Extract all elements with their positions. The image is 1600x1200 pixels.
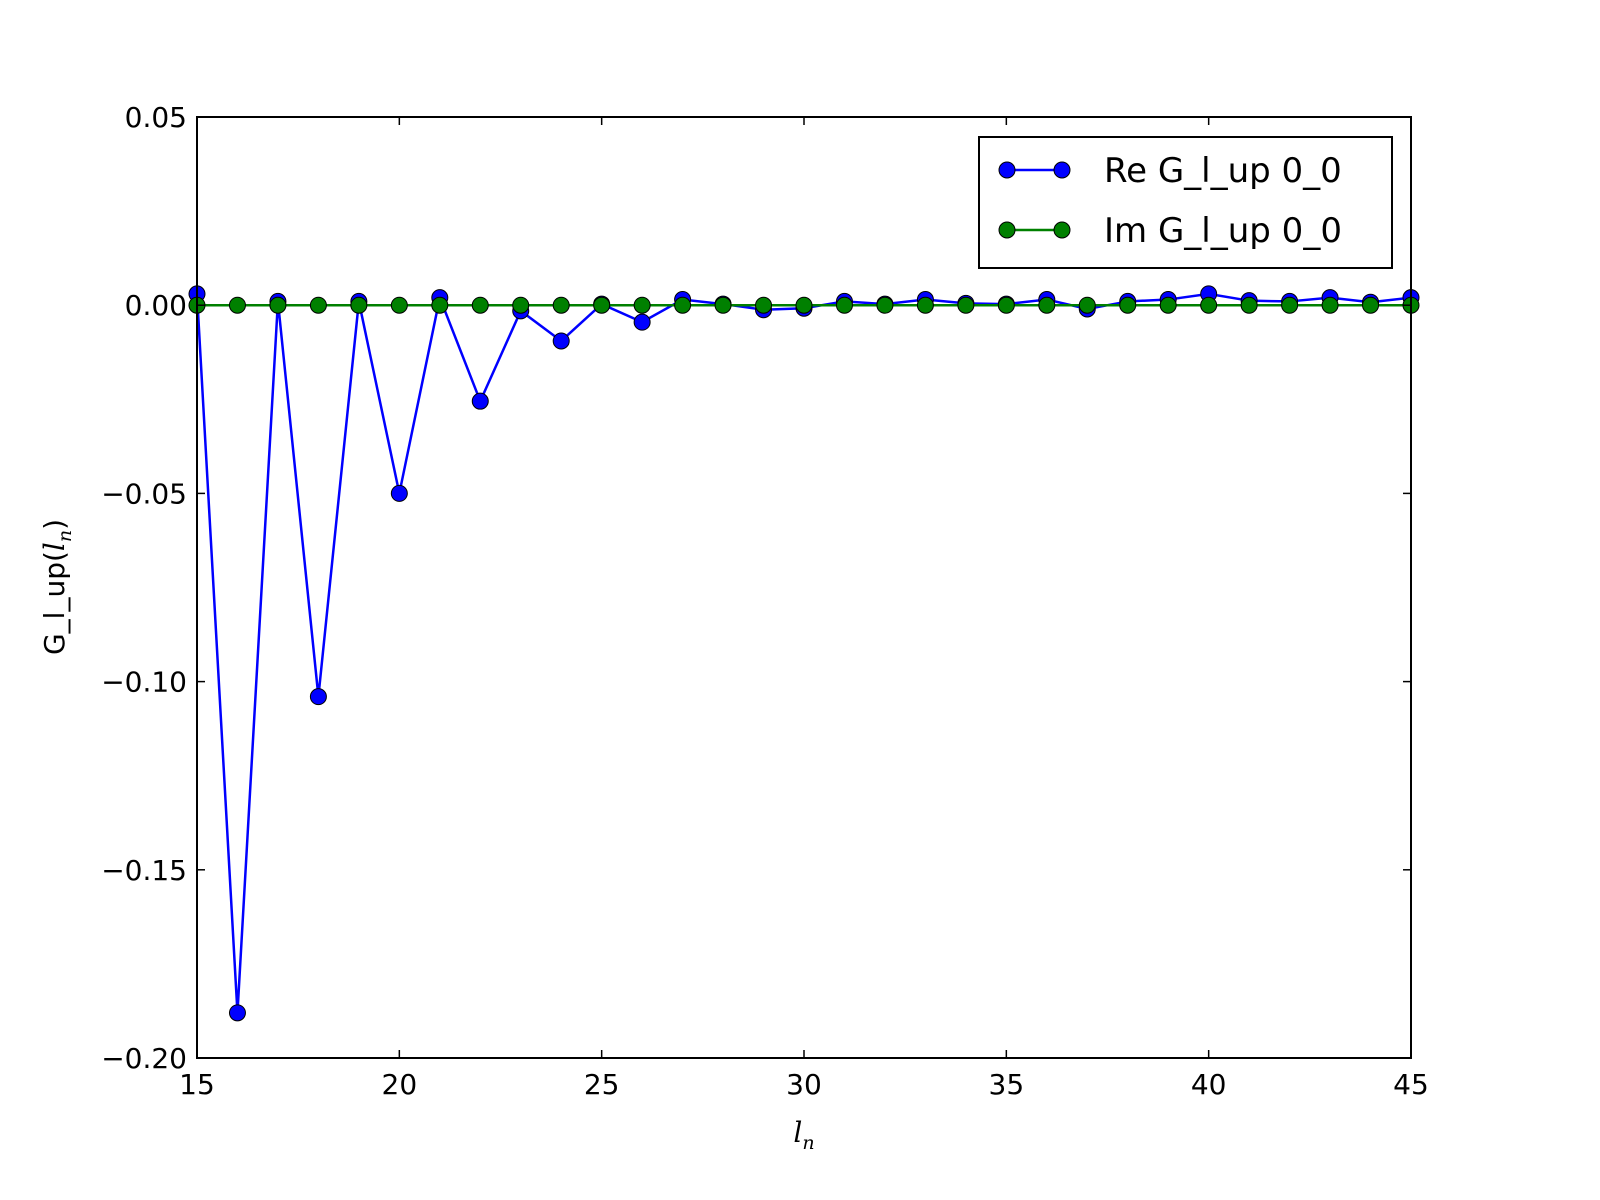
y-axis-label: G_l_up(ln) [38,519,76,655]
x-tick-label: 35 [989,1068,1025,1101]
data-point [471,296,489,314]
data-point [714,296,732,314]
data-point [633,313,651,331]
data-point [309,296,327,314]
y-tick-label: −0.20 [101,1042,187,1075]
y-tick-label: 0.05 [125,101,187,134]
ticks-layer: 15 20 25 30 35 40 45 0.05 0.00 −0.05 −0.10 −0.15 −0.… [101,101,1429,1101]
data-point [390,296,408,314]
x-tick-label: 45 [1393,1068,1429,1101]
data-point [593,296,611,314]
data-point [997,296,1015,314]
series-line [195,292,1412,1013]
y-tick-label: −0.10 [101,666,187,699]
data-point [512,296,530,314]
data-point [916,296,934,314]
data-point [1321,296,1339,314]
data-point [552,332,570,350]
data-point [633,296,651,314]
data-point [795,296,813,314]
x-axis-label: ln [793,1116,814,1154]
series-0 [188,285,1420,1022]
data-point [228,296,246,314]
data-point [471,392,489,410]
legend-marker [1053,221,1071,239]
data-point [390,484,408,502]
data-point [309,688,327,706]
x-tick-label: 20 [382,1068,418,1101]
data-point [674,296,692,314]
x-tick-label: 15 [179,1068,215,1101]
data-point [1159,296,1177,314]
data-point [1038,296,1056,314]
series-1 [188,296,1420,314]
legend-box [978,136,1393,269]
data-point [1240,296,1258,314]
data-point [228,1004,246,1022]
x-tick-label: 25 [584,1068,620,1101]
data-point [1362,296,1380,314]
data-point [1281,296,1299,314]
data-point [835,296,853,314]
data-point [350,296,368,314]
data-point [876,296,894,314]
series-layer [188,285,1420,1022]
legend-marker [998,221,1016,239]
data-point [431,296,449,314]
data-point [1078,296,1096,314]
x-tick-label: 30 [786,1068,822,1101]
y-tick-label: 0.00 [125,289,187,322]
data-point [269,296,287,314]
data-point [552,296,570,314]
y-tick-label: −0.15 [101,854,187,887]
x-tick-label: 40 [1191,1068,1227,1101]
legend: Re G_l_up 0_0 Im G_l_up 0_0 [978,136,1393,269]
legend-marker [998,161,1016,179]
legend-label: Re G_l_up 0_0 [1104,151,1342,191]
data-point [1119,296,1137,314]
data-point [957,296,975,314]
data-point [755,296,773,314]
data-point [1200,296,1218,314]
legend-label: Im G_l_up 0_0 [1104,211,1342,251]
y-tick-label: −0.05 [101,477,187,510]
legend-marker [1053,161,1071,179]
